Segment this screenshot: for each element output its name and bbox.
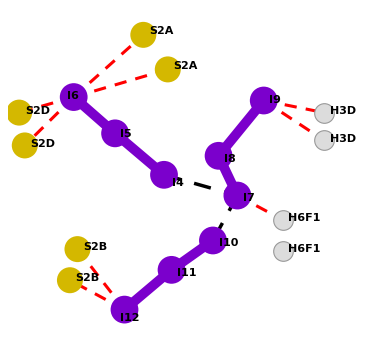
Text: S2A: S2A [173, 61, 198, 71]
Text: H6F1: H6F1 [288, 213, 321, 223]
Point [261, 98, 267, 103]
Point [234, 193, 241, 198]
Point [321, 110, 327, 116]
Text: I7: I7 [243, 193, 255, 203]
Text: S2A: S2A [149, 26, 173, 36]
Text: I4: I4 [172, 178, 183, 188]
Point [140, 32, 147, 38]
Point [22, 143, 28, 148]
Point [74, 246, 81, 252]
Text: I10: I10 [219, 238, 238, 248]
Text: I9: I9 [269, 95, 281, 105]
Text: H6F1: H6F1 [288, 244, 321, 254]
Point [165, 67, 171, 72]
Point [71, 94, 77, 100]
Text: H3D: H3D [330, 134, 356, 144]
Text: I5: I5 [120, 129, 132, 139]
Point [279, 248, 286, 254]
Text: S2D: S2D [31, 139, 55, 149]
Text: I6: I6 [67, 91, 79, 102]
Point [161, 172, 167, 178]
Point [216, 153, 222, 159]
Text: S2B: S2B [83, 242, 107, 252]
Point [122, 307, 128, 312]
Point [16, 110, 22, 116]
Text: I12: I12 [120, 313, 140, 323]
Point [112, 130, 118, 136]
Text: I11: I11 [177, 267, 197, 278]
Text: S2D: S2D [25, 106, 50, 116]
Point [279, 217, 286, 222]
Point [210, 238, 216, 243]
Point [67, 277, 73, 283]
Point [321, 138, 327, 143]
Text: S2B: S2B [76, 274, 100, 283]
Text: H3D: H3D [330, 106, 356, 116]
Point [169, 267, 175, 273]
Text: I8: I8 [224, 154, 236, 163]
